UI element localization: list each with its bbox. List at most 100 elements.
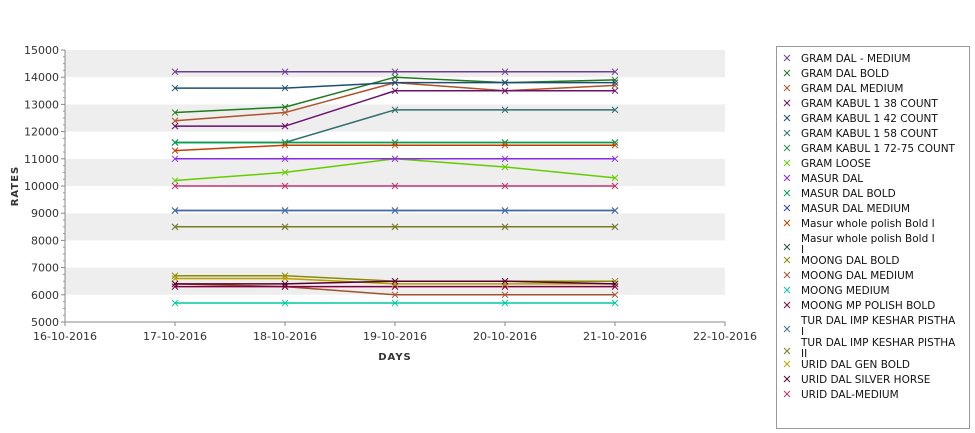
data-point [171, 139, 179, 146]
data-point [281, 155, 289, 163]
data-point [171, 147, 179, 154]
legend-label: Masur whole polish Bold I [801, 233, 935, 245]
marker-stroke [281, 141, 289, 149]
x-tick-label: 21-10-2016 [583, 330, 647, 343]
data-point [611, 106, 619, 114]
marker-stroke [501, 141, 509, 149]
legend-item: MASUR DAL MEDIUM [783, 203, 910, 215]
legend-marker [783, 347, 791, 355]
data-point [391, 182, 399, 190]
marker-stroke [171, 84, 179, 92]
marker-stroke [171, 147, 179, 154]
data-point [391, 141, 399, 149]
data-point [611, 174, 619, 182]
marker-stroke [391, 106, 399, 114]
legend: GRAM DAL - MEDIUM GRAM DAL BOLD GRAM DAL M… [776, 46, 970, 429]
legend-item: URID DAL-MEDIUM [783, 389, 899, 401]
data-point [171, 109, 179, 116]
marker-stroke [281, 84, 289, 92]
marker-stroke [611, 106, 619, 114]
marker-stroke [783, 256, 791, 264]
marker-stroke [611, 155, 619, 163]
marker-stroke [611, 68, 619, 76]
legend-label: I [801, 326, 804, 338]
series-15 [171, 299, 619, 307]
legend-label: TUR DAL IMP KESHAR PISTHA [800, 315, 956, 327]
legend-item: GRAM KABUL 1 42 COUNT [783, 113, 938, 125]
legend-marker [783, 129, 791, 137]
marker-stroke [501, 106, 509, 114]
marker-stroke [391, 207, 399, 214]
legend-item: MOONG MEDIUM [783, 285, 890, 297]
marker-stroke [783, 271, 791, 279]
data-point [281, 122, 289, 130]
data-point [611, 291, 619, 299]
data-point [281, 280, 289, 288]
marker-stroke [611, 79, 619, 86]
data-point [391, 106, 399, 114]
data-point [501, 87, 509, 95]
legend-item: GRAM DAL BOLD [783, 68, 889, 80]
marker-stroke [783, 390, 791, 398]
grid-band [65, 158, 725, 186]
legend-marker [783, 256, 791, 264]
legend-label: TUR DAL IMP KESHAR PISTHA [800, 337, 956, 349]
data-point [171, 275, 179, 282]
marker-stroke [281, 283, 289, 290]
legend-label: MOONG DAL BOLD [801, 255, 899, 267]
data-point [391, 299, 399, 307]
marker-stroke [281, 68, 289, 76]
marker-stroke [171, 109, 179, 116]
legend-marker [783, 69, 791, 77]
marker-stroke [611, 223, 619, 231]
legend-label: GRAM KABUL 1 38 COUNT [801, 98, 938, 110]
marker-stroke [501, 299, 509, 307]
data-point [501, 155, 509, 163]
data-point [391, 87, 399, 95]
grid-band [65, 240, 725, 268]
marker-stroke [281, 122, 289, 130]
y-tick-label: 8000 [31, 234, 59, 247]
marker-stroke [501, 87, 509, 95]
data-point [391, 291, 399, 299]
marker-stroke [783, 174, 791, 182]
legend-marker [783, 360, 791, 368]
data-point [501, 207, 509, 214]
y-tick-label: 6000 [31, 289, 59, 302]
marker-stroke [391, 87, 399, 95]
marker-stroke [171, 68, 179, 76]
marker-stroke [783, 189, 791, 197]
marker-stroke [391, 182, 399, 190]
data-point [171, 223, 179, 231]
y-tick-label: 11000 [24, 153, 59, 166]
legend-label: MASUR DAL MEDIUM [801, 203, 910, 215]
legend-item: GRAM LOOSE [783, 158, 871, 170]
marker-stroke [783, 69, 791, 77]
marker-stroke [501, 68, 509, 76]
legend-marker [783, 286, 791, 294]
legend-label: MOONG MEDIUM [801, 285, 890, 297]
data-point [501, 291, 509, 299]
legend-label: URID DAL-MEDIUM [801, 389, 899, 401]
marker-stroke [783, 375, 791, 383]
legend-marker [783, 174, 791, 182]
marker-stroke [783, 286, 791, 294]
data-point [391, 277, 399, 285]
marker-stroke [171, 223, 179, 231]
legend-marker [783, 84, 791, 92]
data-point [391, 79, 399, 86]
data-point [611, 223, 619, 231]
marker-stroke [783, 144, 791, 152]
y-tick-label: 15000 [24, 44, 59, 57]
series-20 [171, 277, 619, 288]
marker-stroke [171, 177, 179, 184]
marker-stroke [611, 283, 619, 290]
legend-label: GRAM DAL - MEDIUM [801, 53, 911, 65]
legend-label: MOONG DAL MEDIUM [801, 270, 914, 282]
legend-label: GRAM DAL BOLD [801, 68, 889, 80]
data-point [611, 87, 619, 95]
marker-stroke [501, 79, 509, 86]
data-point [611, 68, 619, 76]
y-axis-title: RATES [10, 166, 21, 207]
